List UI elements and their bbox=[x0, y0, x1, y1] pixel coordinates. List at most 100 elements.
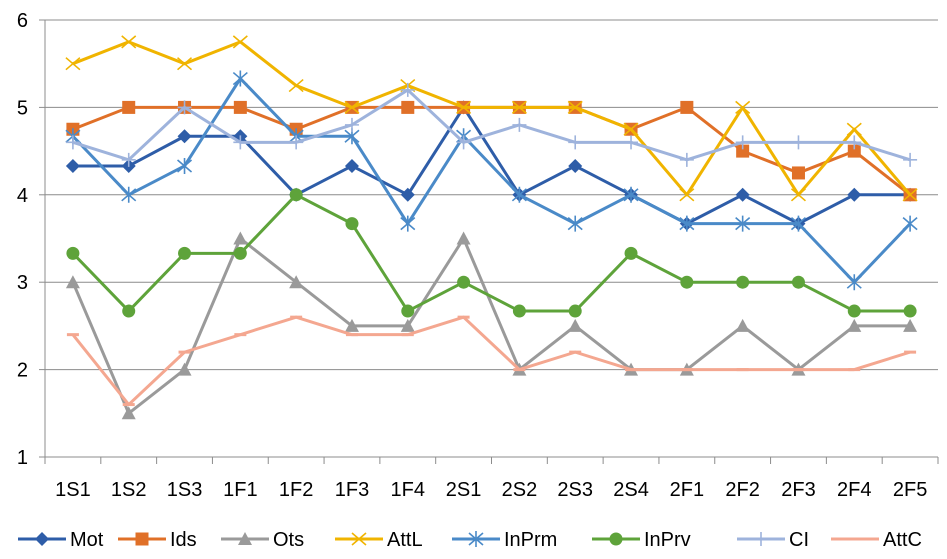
data-point bbox=[512, 304, 526, 318]
y-tick-label: 4 bbox=[17, 185, 28, 207]
data-point bbox=[65, 135, 80, 150]
data-point bbox=[65, 57, 81, 71]
data-point bbox=[511, 186, 527, 203]
y-tick-label: 2 bbox=[17, 360, 28, 382]
y-tick-label: 1 bbox=[17, 447, 28, 469]
legend-swatch-marker bbox=[35, 532, 49, 546]
data-point bbox=[233, 100, 247, 114]
data-point bbox=[903, 304, 917, 318]
data-point bbox=[735, 135, 750, 150]
data-point bbox=[122, 304, 136, 318]
legend-item: Ids bbox=[118, 529, 197, 551]
data-point bbox=[401, 304, 415, 318]
x-tick-label: 1F4 bbox=[391, 479, 425, 501]
legend-item: InPrv bbox=[592, 529, 691, 551]
data-point bbox=[121, 186, 137, 203]
series-ots bbox=[65, 231, 918, 420]
series-line bbox=[72, 88, 911, 162]
series-line bbox=[72, 40, 912, 197]
data-point bbox=[735, 318, 750, 332]
data-point bbox=[233, 135, 248, 150]
data-point bbox=[847, 135, 862, 150]
legend-item: CI bbox=[737, 529, 809, 551]
data-point bbox=[847, 187, 862, 202]
data-point bbox=[624, 246, 638, 260]
series-attc bbox=[66, 315, 917, 407]
data-point bbox=[903, 318, 918, 332]
legend: Mot Ids Ots AttL InPrm InPrv CI AttC bbox=[18, 529, 922, 551]
series-group bbox=[65, 35, 918, 420]
data-point bbox=[177, 129, 192, 144]
data-point bbox=[344, 158, 359, 173]
legend-label: InPrv bbox=[644, 529, 691, 551]
data-point bbox=[790, 215, 806, 232]
series-line bbox=[71, 237, 911, 415]
data-point bbox=[846, 274, 862, 291]
data-point bbox=[456, 231, 471, 245]
data-point bbox=[847, 144, 861, 158]
data-point bbox=[902, 215, 918, 232]
data-point bbox=[511, 100, 527, 115]
data-point bbox=[568, 135, 583, 150]
series-line bbox=[71, 315, 911, 407]
x-tick-label: 2F2 bbox=[725, 479, 759, 501]
legend-swatch-marker bbox=[609, 532, 623, 546]
data-point bbox=[735, 100, 751, 115]
data-point bbox=[233, 231, 248, 245]
data-point bbox=[177, 57, 193, 71]
data-point bbox=[791, 275, 805, 289]
x-tick-label: 2F5 bbox=[893, 479, 927, 501]
data-point bbox=[344, 117, 359, 132]
x-tick-label: 2F3 bbox=[781, 479, 815, 501]
data-point bbox=[457, 275, 471, 289]
data-point bbox=[65, 158, 80, 173]
x-tick-label: 2S4 bbox=[613, 479, 649, 501]
data-point bbox=[567, 100, 583, 115]
x-tick-label: 2S3 bbox=[557, 479, 593, 501]
data-point bbox=[456, 100, 472, 115]
x-tick-label: 2F1 bbox=[670, 479, 704, 501]
data-point bbox=[512, 117, 527, 132]
data-point bbox=[400, 215, 416, 232]
data-point bbox=[735, 215, 751, 232]
data-point bbox=[177, 100, 192, 115]
data-point bbox=[735, 187, 750, 202]
series-ci bbox=[65, 82, 918, 167]
data-point bbox=[680, 100, 694, 114]
data-point bbox=[401, 100, 415, 114]
data-point bbox=[623, 186, 639, 203]
x-tick-label: 1F3 bbox=[335, 479, 369, 501]
legend-swatch-marker bbox=[135, 532, 149, 546]
x-tick-label: 2S2 bbox=[502, 479, 538, 501]
series-line bbox=[72, 105, 911, 226]
data-point bbox=[121, 35, 137, 49]
series-inprv bbox=[66, 188, 917, 318]
y-tick-label: 6 bbox=[17, 10, 28, 32]
x-axis-tick-labels: 1S1 1S2 1S3 1F1 1F2 1F3 1F4 2S1 2S2 2S3 2S4 2F1 2F2 2… bbox=[55, 479, 927, 501]
legend-label: Ots bbox=[273, 529, 304, 551]
legend-swatch-marker bbox=[754, 532, 768, 546]
legend-label: CI bbox=[789, 529, 809, 551]
legend-swatch-marker bbox=[351, 532, 367, 546]
data-point bbox=[847, 318, 862, 332]
data-point bbox=[121, 406, 136, 420]
data-point bbox=[122, 100, 136, 114]
data-point bbox=[400, 187, 415, 202]
x-tick-label: 1S2 bbox=[111, 479, 147, 501]
legend-swatch-marker bbox=[468, 531, 484, 547]
gridlines bbox=[45, 19, 938, 458]
data-point bbox=[344, 100, 360, 115]
data-point bbox=[679, 215, 695, 232]
x-tick-label: 1S1 bbox=[55, 479, 91, 501]
data-point bbox=[456, 135, 471, 150]
legend-item: Mot bbox=[18, 529, 104, 551]
data-point bbox=[288, 78, 304, 93]
data-point bbox=[623, 122, 639, 136]
data-point bbox=[791, 166, 805, 180]
data-point bbox=[568, 304, 582, 318]
data-point bbox=[289, 188, 303, 202]
y-tick-label: 5 bbox=[17, 97, 28, 119]
series-line bbox=[71, 193, 911, 313]
data-point bbox=[791, 135, 806, 150]
data-point bbox=[624, 135, 639, 150]
